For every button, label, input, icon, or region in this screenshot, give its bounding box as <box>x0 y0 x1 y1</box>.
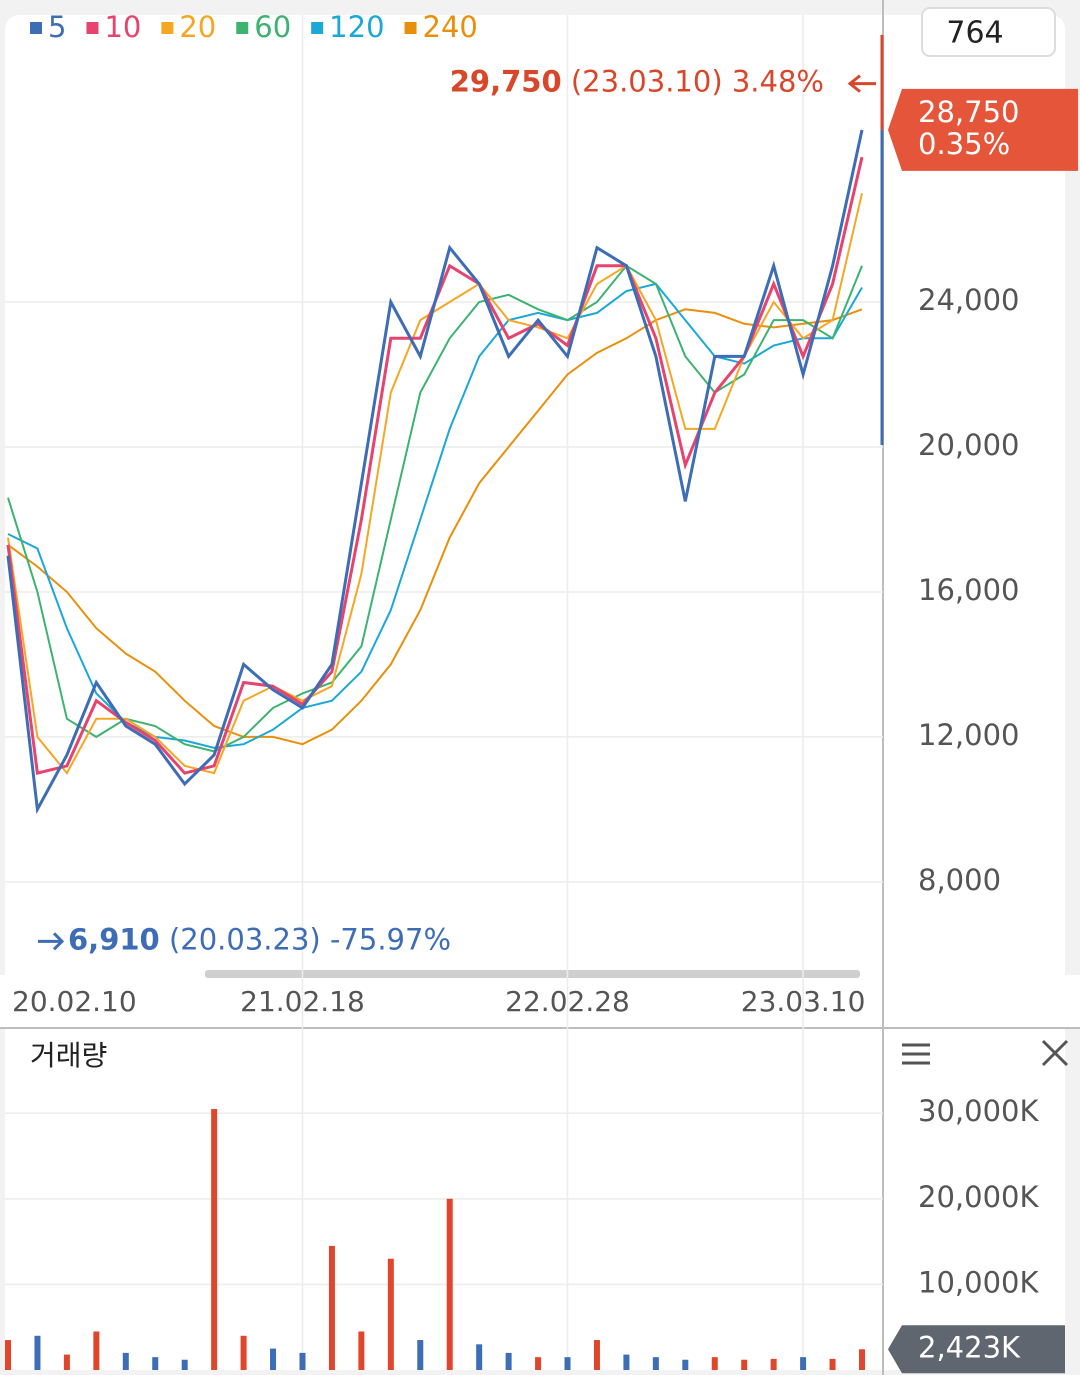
volume-bar <box>535 1357 542 1370</box>
low-label: 6,910 <box>68 922 160 956</box>
legend-swatch <box>404 22 417 34</box>
high-date: (23.03.10) <box>562 65 723 99</box>
legend-label: 60 <box>254 10 291 44</box>
low-arrow <box>38 932 65 951</box>
volume-bar <box>505 1352 512 1370</box>
current-volume: 2,423K <box>918 1330 1021 1364</box>
legend-swatch <box>86 22 99 34</box>
legend-label: 10 <box>104 10 141 44</box>
x-tick-label: 23.03.10 <box>741 985 866 1018</box>
x-tick-label: 20.02.10 <box>12 985 137 1018</box>
volume-bar <box>387 1258 394 1370</box>
volume-bar <box>270 1348 277 1370</box>
volume-title: 거래량 <box>30 1039 107 1072</box>
ma-line <box>7 193 863 775</box>
volume-bar <box>741 1359 748 1370</box>
y-tick-label: 20,000 <box>918 428 1019 462</box>
volume-bar <box>122 1352 129 1370</box>
current-change: 0.35% <box>918 127 1010 161</box>
low-date: (20.03.23) <box>160 922 321 956</box>
volume-bar <box>181 1359 188 1370</box>
close-icon[interactable] <box>1041 1039 1069 1067</box>
volume-bar <box>711 1357 718 1370</box>
volume-bar <box>328 1245 335 1370</box>
high-change: 3.48% <box>723 65 824 99</box>
ma-line <box>7 308 863 746</box>
legend-label: 120 <box>329 10 384 44</box>
volume-bar <box>623 1354 630 1370</box>
legend-swatch <box>161 22 174 34</box>
volume-bar <box>564 1357 571 1370</box>
low-change: -75.97% <box>321 922 451 956</box>
current-volume-box <box>888 1325 1065 1374</box>
volume-bar <box>34 1335 41 1370</box>
volume-bar <box>417 1340 424 1370</box>
volume-bar <box>358 1331 365 1370</box>
ma-line <box>7 264 863 753</box>
current-price-box <box>888 88 1078 171</box>
volume-bar <box>682 1359 689 1370</box>
y-tick-label: 20,000K <box>918 1180 1039 1214</box>
volume-bar <box>446 1198 453 1370</box>
volume-bar <box>476 1344 483 1370</box>
volume-bar <box>211 1108 218 1370</box>
y-tick-label: 10,000K <box>918 1265 1039 1299</box>
volume-bar <box>770 1358 777 1370</box>
y-tick-label: 8,000 <box>918 863 1001 897</box>
volume-bar <box>240 1335 247 1370</box>
volume-bar <box>652 1357 659 1370</box>
legend-swatch <box>30 22 42 34</box>
candle-count: 764 <box>946 16 1003 51</box>
low-annotation: 6,910 (20.03.23) -75.97% <box>68 922 451 956</box>
volume-bar <box>829 1358 836 1370</box>
y-tick-label: 12,000 <box>918 718 1019 752</box>
volume-bar <box>93 1331 100 1370</box>
high-label: 29,750 <box>450 65 562 99</box>
menu-icon[interactable] <box>902 1043 930 1065</box>
volume-bar <box>593 1340 600 1370</box>
panel <box>5 15 1065 1370</box>
legend-swatch <box>311 22 324 34</box>
high-arrow <box>847 74 876 93</box>
x-tick-label: 21.02.18 <box>240 985 365 1018</box>
legend-label: 5 <box>48 10 66 44</box>
x-axis-band <box>0 975 1080 1028</box>
high-annotation: 29,750 (23.03.10) 3.48% <box>450 65 824 99</box>
y-tick-label: 30,000K <box>918 1094 1039 1128</box>
volume-bar <box>299 1352 306 1370</box>
current-price: 28,750 <box>918 95 1019 129</box>
legend-swatch <box>236 22 249 34</box>
y-tick-label: 16,000 <box>918 573 1019 607</box>
volume-bar <box>63 1354 70 1370</box>
y-tick-label: 24,000 <box>918 283 1019 317</box>
scrollbar[interactable] <box>205 970 860 978</box>
volume-bar <box>5 1340 11 1370</box>
volume-bar <box>800 1357 807 1370</box>
x-tick-label: 22.02.28 <box>505 985 630 1018</box>
legend-label: 240 <box>423 10 478 44</box>
count-box[interactable] <box>921 7 1056 57</box>
legend-label: 20 <box>179 10 216 44</box>
volume-bar <box>152 1357 159 1370</box>
volume-bar <box>859 1349 865 1370</box>
ma-line <box>6 129 864 815</box>
